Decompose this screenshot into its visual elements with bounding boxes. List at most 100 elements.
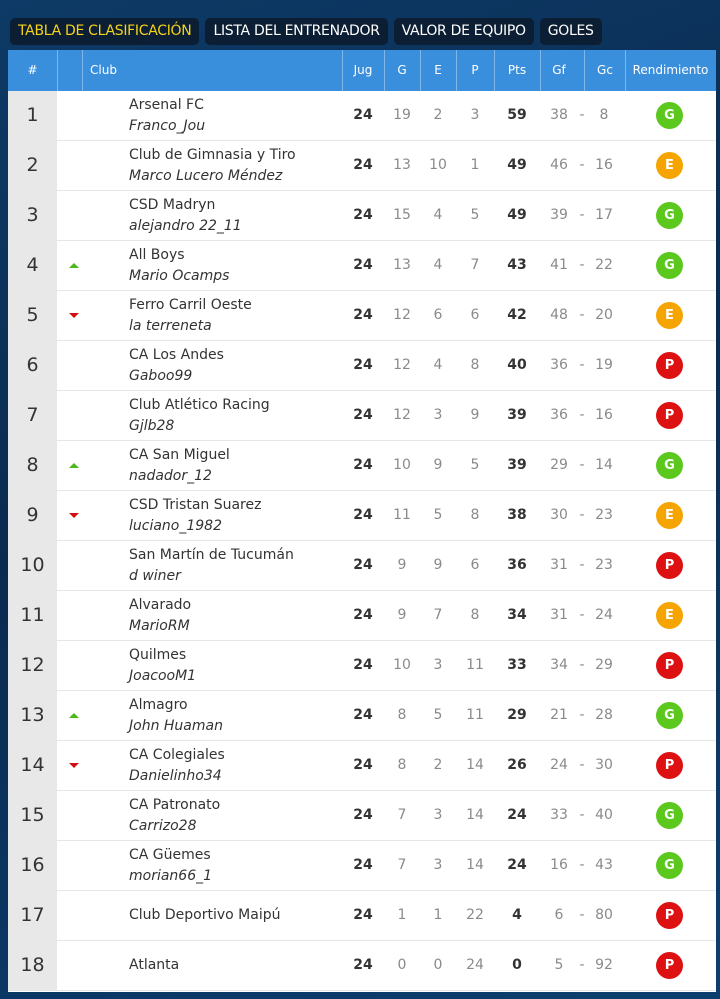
manager-name: Carrizo28 <box>129 818 197 834</box>
stat-jug: 24 <box>353 557 373 573</box>
form-badge: G <box>656 852 683 879</box>
stat-jug: 24 <box>353 307 373 323</box>
stat-e: 2 <box>433 757 443 773</box>
stat-jug: 24 <box>353 407 373 423</box>
stat-e: 4 <box>433 257 443 273</box>
form-badge: E <box>656 602 683 629</box>
stat-jug: 24 <box>353 157 373 173</box>
tab-bar: TABLA DE CLASIFICACIÓN LISTA DEL ENTRENAD… <box>10 18 602 45</box>
goal-separator: - <box>579 207 585 223</box>
stat-g: 1 <box>397 907 407 923</box>
position: 10 <box>8 541 57 590</box>
manager-name: Gaboo99 <box>129 368 193 384</box>
stat-gc: 43 <box>595 857 613 873</box>
stat-jug: 24 <box>353 857 373 873</box>
tab[interactable]: LISTA DEL ENTRENADOR <box>205 18 388 45</box>
goal-separator: - <box>579 957 585 973</box>
stat-gc: 30 <box>595 757 613 773</box>
stat-gf: 21 <box>550 707 568 723</box>
stat-gc: 17 <box>595 207 613 223</box>
table-row: 12 Quilmes JoacooM1 24 10 3 11 33 34 29- P <box>8 641 716 691</box>
column-header[interactable]: E <box>434 63 442 77</box>
tab[interactable]: TABLA DE CLASIFICACIÓN <box>10 18 200 45</box>
column-header[interactable]: Gc <box>597 63 613 77</box>
column-header[interactable]: Rendimiento <box>632 63 709 77</box>
table-row: 13 Almagro John Huaman 24 8 5 11 29 21 28- G <box>8 691 716 741</box>
position: 1 <box>8 91 57 140</box>
stat-gc: 80 <box>595 907 613 923</box>
column-divider <box>456 50 457 91</box>
stat-e: 5 <box>433 707 443 723</box>
stat-gf: 36 <box>550 357 568 373</box>
stat-p: 24 <box>466 957 484 973</box>
stat-gc: 19 <box>595 357 613 373</box>
column-header[interactable]: Pts <box>507 63 527 77</box>
goal-separator: - <box>579 357 585 373</box>
column-header[interactable]: Club <box>90 63 117 77</box>
tab[interactable]: VALOR DE EQUIPO <box>393 18 534 45</box>
form-badge: P <box>656 352 683 379</box>
form-badge: P <box>656 552 683 579</box>
club-name: CA San Miguel <box>129 447 230 463</box>
column-divider <box>420 50 421 91</box>
form-badge: P <box>656 402 683 429</box>
trend-up <box>69 463 79 468</box>
manager-name: la terreneta <box>129 318 212 334</box>
stat-jug: 24 <box>353 357 373 373</box>
goal-separator: - <box>579 807 585 823</box>
stat-g: 10 <box>393 457 411 473</box>
column-header[interactable]: P <box>471 63 479 77</box>
stat-pts: 49 <box>507 207 527 223</box>
stat-jug: 24 <box>353 757 373 773</box>
column-header[interactable]: Jug <box>353 63 373 77</box>
stat-p: 8 <box>470 607 480 623</box>
stat-g: 19 <box>393 107 411 123</box>
stat-g: 11 <box>393 507 411 523</box>
form-badge: P <box>656 902 683 929</box>
table-row: 15 CA Patronato Carrizo28 24 7 3 14 24 33 40- G <box>8 791 716 841</box>
manager-name: JoacooM1 <box>129 668 197 684</box>
column-divider <box>57 50 58 91</box>
goal-separator: - <box>579 407 585 423</box>
goal-separator: - <box>579 757 585 773</box>
club-name: Club Deportivo Maipú <box>129 907 281 923</box>
stat-gf: 16 <box>550 857 568 873</box>
form-badge: P <box>656 952 683 979</box>
form-badge: E <box>656 152 683 179</box>
stat-gf: 29 <box>550 457 568 473</box>
club-name: Arsenal FC <box>129 97 204 113</box>
goal-separator: - <box>579 707 585 723</box>
club-name: CA Colegiales <box>129 747 225 763</box>
stat-jug: 24 <box>353 257 373 273</box>
stat-jug: 24 <box>353 907 373 923</box>
stat-gf: 39 <box>550 207 568 223</box>
stat-jug: 24 <box>353 107 373 123</box>
stat-pts: 49 <box>507 157 527 173</box>
form-badge: G <box>656 202 683 229</box>
form-badge: G <box>656 452 683 479</box>
position: 6 <box>8 341 57 390</box>
stat-e: 2 <box>433 107 443 123</box>
column-header[interactable]: # <box>27 63 38 77</box>
stat-p: 14 <box>466 807 484 823</box>
standings-table: # Club Jug G E P Pts Gf Gc Rendimiento 1 Arsenal F… <box>8 50 716 992</box>
stat-g: 12 <box>393 307 411 323</box>
position: 8 <box>8 441 57 490</box>
tab[interactable]: GOLES <box>539 18 602 45</box>
stat-jug: 24 <box>353 807 373 823</box>
position: 3 <box>8 191 57 240</box>
goal-separator: - <box>579 157 585 173</box>
stat-gc: 23 <box>595 507 613 523</box>
stat-g: 8 <box>397 757 407 773</box>
stat-gf: 31 <box>550 607 568 623</box>
table-row: 14 CA Colegiales Danielinho34 24 8 2 14 26 24 30-… <box>8 741 716 791</box>
manager-name: alejandro 22_11 <box>129 218 242 234</box>
column-header[interactable]: G <box>397 63 407 77</box>
stat-e: 1 <box>433 907 443 923</box>
stat-p: 8 <box>470 507 480 523</box>
manager-name: Gjlb28 <box>129 418 175 434</box>
stat-gc: 20 <box>595 307 613 323</box>
stat-gc: 24 <box>595 607 613 623</box>
stat-e: 4 <box>433 207 443 223</box>
column-header[interactable]: Gf <box>552 63 566 77</box>
